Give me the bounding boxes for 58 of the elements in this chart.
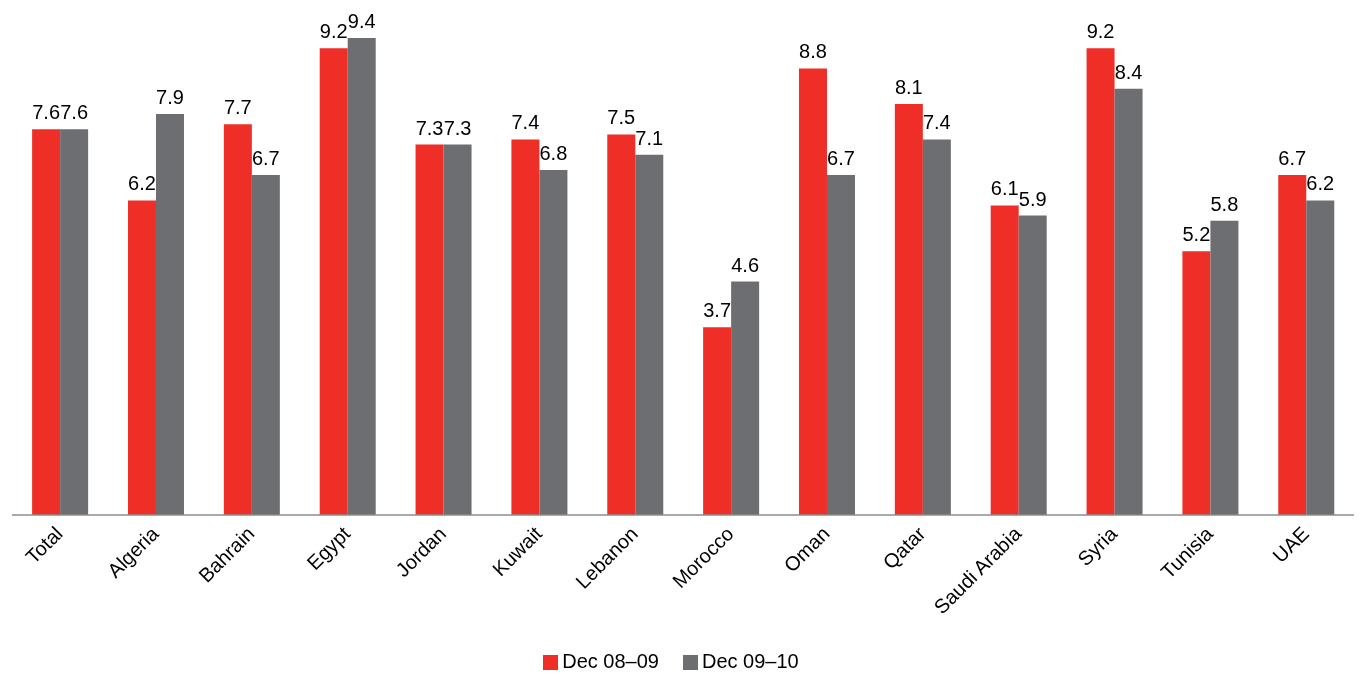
bar [1086, 48, 1115, 515]
data-label: 6.1 [990, 177, 1019, 200]
bar [251, 175, 280, 515]
bar [443, 144, 472, 515]
bar [635, 154, 664, 515]
bar [127, 200, 156, 515]
bar [347, 38, 376, 515]
data-label: 6.7 [251, 147, 280, 170]
bar [155, 114, 184, 515]
data-label: 7.4 [922, 111, 951, 134]
data-label: 5.2 [1182, 223, 1211, 246]
bar [922, 139, 951, 515]
bar [990, 205, 1019, 515]
data-label: 7.6 [60, 101, 89, 124]
data-label: 7.6 [32, 101, 61, 124]
data-label: 8.4 [1114, 60, 1143, 83]
data-label: 7.9 [156, 86, 184, 109]
data-label: 6.7 [827, 147, 855, 170]
data-label: 8.8 [799, 40, 827, 63]
legend-label: Dec 09–10 [702, 650, 799, 672]
bar [511, 139, 540, 515]
data-label: 7.5 [607, 106, 636, 129]
data-label: 8.1 [894, 75, 923, 98]
data-label: 6.7 [1278, 147, 1307, 170]
bar [1182, 251, 1211, 515]
data-label: 7.7 [223, 96, 252, 119]
bar [1018, 215, 1047, 515]
bar [1114, 88, 1143, 515]
bar [32, 129, 61, 515]
bar [539, 169, 568, 515]
bar [1306, 200, 1335, 515]
data-label: 4.6 [731, 253, 760, 276]
bar [223, 124, 252, 515]
data-label: 9.2 [319, 20, 348, 43]
bar [607, 134, 636, 515]
data-label: 6.2 [1306, 172, 1335, 195]
data-label: 7.4 [511, 111, 540, 134]
bar [60, 129, 89, 515]
data-label: 7.3 [443, 116, 472, 139]
bar [1210, 220, 1239, 515]
bar [826, 175, 855, 515]
bar [731, 281, 760, 515]
bar [703, 327, 732, 515]
bar [894, 103, 923, 515]
data-label: 5.8 [1210, 192, 1239, 215]
data-label: 9.2 [1086, 20, 1115, 43]
legend-label: Dec 08–09 [562, 650, 659, 672]
data-label: 7.1 [635, 126, 664, 149]
data-label: 3.7 [703, 299, 732, 322]
bar [319, 48, 348, 515]
bar [1278, 175, 1307, 515]
bar [798, 68, 827, 515]
data-label: 6.8 [539, 141, 568, 164]
data-label: 5.9 [1018, 187, 1047, 210]
data-label: 9.4 [347, 10, 376, 32]
data-label: 6.2 [128, 172, 156, 195]
bar [415, 144, 444, 515]
data-label: 7.3 [415, 116, 444, 139]
